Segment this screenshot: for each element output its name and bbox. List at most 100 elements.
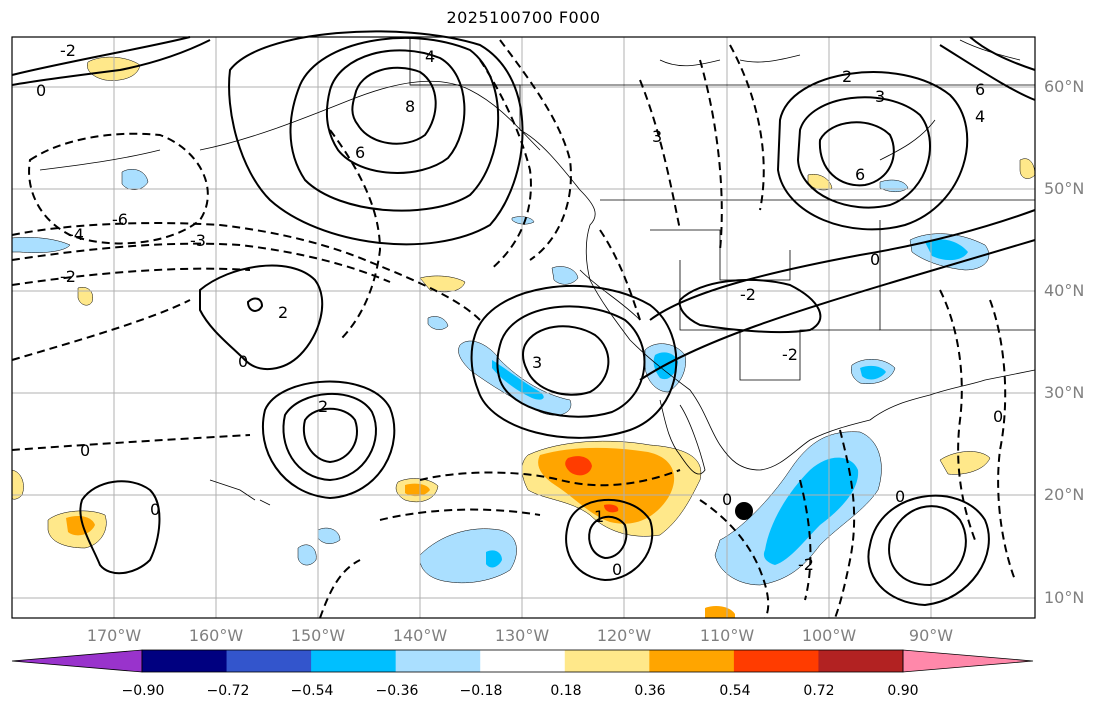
contour-label: 3	[532, 353, 542, 372]
storm-position-marker	[735, 502, 753, 520]
contour-solid	[199, 264, 324, 371]
contour-dashed	[11, 267, 251, 286]
contour-solid	[289, 36, 500, 212]
latitude-label: 10°N	[1044, 588, 1085, 607]
positive-anomaly-core	[66, 516, 95, 536]
contour-solid	[888, 505, 967, 587]
negative-anomaly-area	[297, 544, 317, 566]
contour-label: -2	[782, 345, 798, 364]
contour-label: -4	[68, 225, 84, 244]
contour-label: 2	[318, 397, 328, 416]
contour-label: 8	[405, 97, 415, 116]
negative-anomaly-area	[11, 237, 71, 253]
colorbar-segment	[733, 650, 819, 672]
colorbar-segment	[480, 650, 566, 672]
contour-solid	[639, 239, 1036, 381]
contour-dashed	[989, 299, 1016, 581]
contour-label: 4	[975, 107, 985, 126]
contour-dashed	[699, 499, 770, 619]
contour-dashed	[11, 434, 251, 451]
longitude-label: 100°W	[801, 626, 857, 645]
colorbar-segment	[564, 650, 650, 672]
contour-solid	[588, 515, 628, 560]
contour-dashed	[329, 129, 382, 341]
contour-solid	[325, 49, 466, 174]
colorbar-tick-label: 0.72	[803, 683, 835, 699]
colorbar-segment	[11, 649, 143, 673]
negative-anomaly-area	[511, 216, 535, 225]
contour-label: 0	[612, 560, 622, 579]
positive-anomaly-core	[405, 483, 430, 497]
contour-solid	[79, 480, 161, 575]
strong-positive-anomaly	[604, 504, 619, 513]
contour-lines	[11, 30, 1036, 619]
contour-solid	[262, 380, 396, 500]
contour-label: 0	[722, 490, 732, 509]
positive-anomaly-area	[77, 287, 93, 306]
colorbar-tick-label: −0.18	[459, 683, 503, 699]
longitude-label: 150°W	[290, 626, 346, 645]
contour-dashed	[939, 289, 976, 541]
contour-solid	[678, 279, 822, 334]
longitude-label: 130°W	[494, 626, 550, 645]
map-background	[12, 37, 1035, 618]
colorbar-tick-label: −0.72	[206, 683, 250, 699]
contour-solid	[351, 66, 437, 145]
contour-solid	[228, 30, 524, 246]
contour-solid	[496, 305, 646, 418]
negative-anomaly-core	[860, 365, 886, 380]
longitude-label: 110°W	[699, 626, 755, 645]
contour-dashed	[419, 469, 681, 487]
contour-dashed	[11, 242, 391, 283]
contour-solid	[796, 96, 931, 209]
contour-label: 3	[652, 127, 662, 146]
colorbar-segment	[818, 650, 904, 672]
contour-label: 4	[425, 47, 435, 66]
contour-label: 2	[278, 303, 288, 322]
negative-anomaly-area	[317, 527, 341, 544]
contour-label: 0	[238, 352, 248, 371]
latitude-label: 20°N	[1044, 485, 1085, 504]
contour-label: -6	[112, 210, 128, 229]
longitude-label: 160°W	[188, 626, 244, 645]
contour-label: -2	[798, 555, 814, 574]
colorbar-tick-label: 0.36	[634, 683, 666, 699]
contour-label: 1	[594, 507, 604, 526]
contour-solid	[521, 325, 610, 396]
contour-solid	[11, 39, 211, 86]
contour-solid	[246, 297, 264, 312]
contour-solid	[776, 71, 969, 231]
negative-anomaly-core	[925, 239, 968, 261]
negative-anomaly-area	[427, 316, 449, 330]
colorbar-tick-label: −0.90	[121, 683, 165, 699]
colorbar-tick-label: −0.54	[290, 683, 334, 699]
anomaly-shading	[11, 56, 1036, 618]
colorbar-tick-label: 0.18	[550, 683, 582, 699]
colorbar-tick-label: −0.36	[375, 683, 419, 699]
contour-solid	[470, 285, 678, 439]
contour-dashed	[28, 132, 209, 245]
contour-dashed	[11, 222, 481, 321]
contour-solid	[867, 494, 990, 607]
contour-dashed	[799, 479, 812, 601]
contour-label: 0	[36, 81, 46, 100]
contour-solid	[818, 121, 895, 187]
contour-label: 0	[993, 407, 1003, 426]
colorbar-segment	[142, 650, 228, 672]
colorbar-segment	[395, 650, 481, 672]
contour-label: 0	[895, 487, 905, 506]
contour-label: 6	[355, 143, 365, 162]
contour-dashed	[319, 559, 361, 619]
contour-dashed	[11, 299, 191, 361]
latitude-label: 50°N	[1044, 179, 1085, 198]
longitude-label: 170°W	[86, 626, 142, 645]
contour-dashed	[834, 429, 856, 619]
contour-label: 0	[870, 250, 880, 269]
contour-label: 6	[975, 80, 985, 99]
contour-solid	[282, 392, 377, 482]
negative-anomaly-core	[492, 360, 544, 400]
contour-solid	[649, 209, 1036, 321]
contour-dashed	[699, 59, 723, 251]
colorbar-tick-label: 0.54	[719, 683, 751, 699]
